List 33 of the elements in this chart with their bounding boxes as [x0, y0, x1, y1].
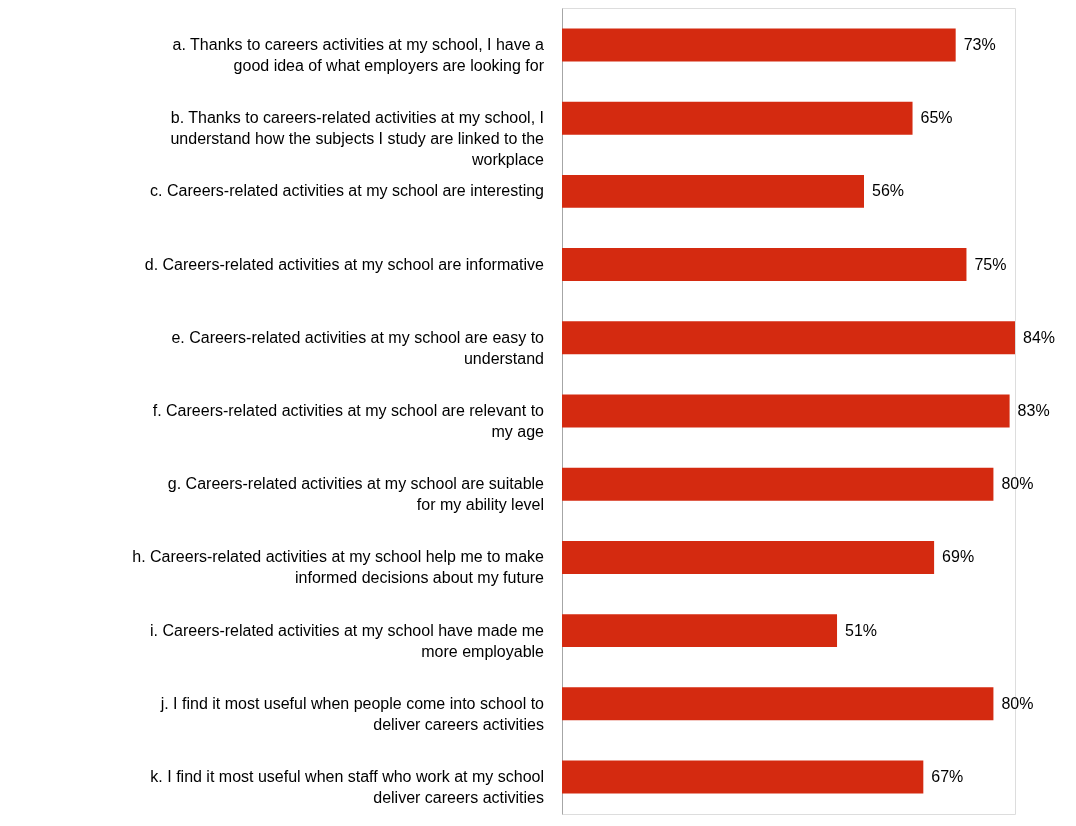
data-label: 51%	[845, 621, 878, 639]
y-tick-label: j. I find it most useful when people come into school to deliver careers activities	[159, 694, 545, 733]
bar	[562, 614, 838, 648]
data-label: 69%	[942, 548, 975, 566]
bar	[562, 101, 913, 135]
y-tick-label: d. Careers-related activities at my school are informative	[144, 255, 545, 273]
bar	[562, 394, 1010, 428]
data-label: 65%	[920, 109, 953, 127]
data-label: 83%	[1017, 402, 1050, 419]
y-tick-label: b. Thanks to careers-related activities at my school, I understand how the subjects I study are linked to the workplace	[170, 109, 545, 169]
y-tick-label: i. Careers-related activities at my school have made me more employable	[150, 621, 545, 660]
y-tick-label: g. Careers-related activities at my school are suitable for my ability level	[167, 475, 545, 514]
bar	[562, 760, 924, 794]
data-label: 56%	[872, 182, 905, 200]
y-tick-label: c. Careers-related activities at my school are interesting	[150, 182, 544, 200]
bar	[562, 321, 1015, 355]
y-tick-label: e. Careers-related activities at my school are easy to understand	[171, 328, 545, 367]
bar	[562, 467, 994, 501]
data-label: 80%	[1001, 694, 1034, 712]
bar	[562, 248, 967, 282]
y-tick-label: h. Careers-related activities at my school help me to make informed decisions about my future	[132, 548, 545, 587]
data-label: 80%	[1001, 475, 1034, 493]
y-tick-label: a. Thanks to careers activities at my school, I have a good idea of what employers are looking for	[172, 35, 545, 74]
bar	[562, 174, 864, 208]
bar	[562, 28, 956, 62]
bar	[562, 687, 994, 721]
data-label: 67%	[931, 768, 964, 786]
data-label: 75%	[974, 255, 1007, 273]
data-label: 84%	[1023, 328, 1056, 346]
y-tick-label: k. I find it most useful when staff who work at my school deliver careers activities	[150, 768, 544, 807]
bar	[562, 540, 935, 574]
data-label: 73%	[963, 35, 996, 53]
y-tick-label: f. Careers-related activities at my school are relevant to my age	[152, 402, 545, 440]
